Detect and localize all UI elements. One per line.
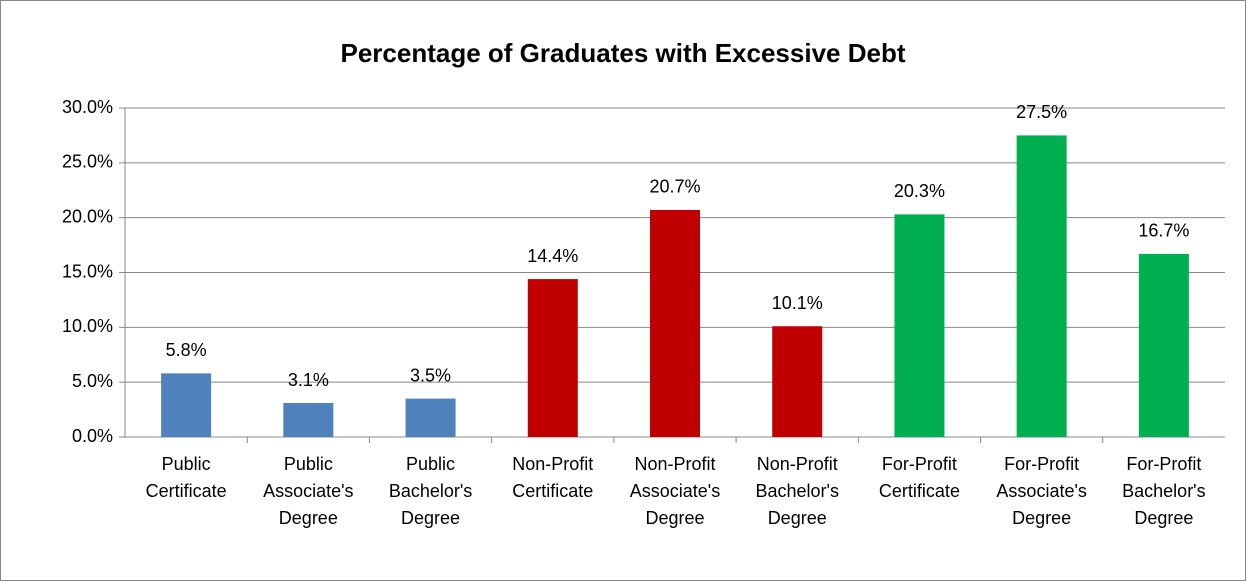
x-tick-label: Non-Profit Certificate — [512, 454, 593, 501]
data-label: 20.7% — [649, 177, 700, 197]
chart-title: Percentage of Graduates with Excessive D… — [341, 38, 906, 68]
data-label: 20.3% — [894, 181, 945, 201]
x-tick-label: Public Associate's Degree — [263, 454, 353, 528]
data-label: 10.1% — [772, 293, 823, 313]
x-tick-label: Non-Profit Bachelor's Degree — [755, 454, 838, 528]
bar — [405, 398, 456, 437]
bar — [161, 373, 212, 437]
x-tick-label: Public Bachelor's Degree — [389, 454, 472, 528]
data-label: 3.5% — [410, 365, 451, 385]
x-tick-label: Public Certificate — [146, 454, 227, 501]
data-label: 14.4% — [527, 246, 578, 266]
bar — [1016, 135, 1067, 437]
y-tick-label: 15.0% — [62, 261, 113, 281]
y-tick-label: 0.0% — [72, 426, 113, 446]
y-tick-label: 10.0% — [62, 316, 113, 336]
y-tick-label: 25.0% — [62, 152, 113, 172]
bar — [1138, 253, 1189, 437]
y-tick-label: 30.0% — [62, 97, 113, 117]
bar — [527, 279, 578, 437]
x-tick-label: For-Profit Certificate — [879, 454, 960, 501]
x-tick-label: For-Profit Associate's Degree — [996, 454, 1086, 528]
data-label: 3.1% — [288, 370, 329, 390]
y-tick-label: 20.0% — [62, 206, 113, 226]
data-label: 16.7% — [1138, 221, 1189, 241]
bar — [772, 326, 823, 437]
data-label: 27.5% — [1016, 102, 1067, 122]
bar — [894, 214, 945, 437]
bar — [283, 403, 334, 437]
y-tick-label: 5.0% — [72, 371, 113, 391]
x-tick-label: For-Profit Bachelor's Degree — [1122, 454, 1205, 528]
data-label: 5.8% — [166, 340, 207, 360]
x-tick-label: Non-Profit Associate's Degree — [630, 454, 720, 528]
bar — [650, 209, 700, 437]
